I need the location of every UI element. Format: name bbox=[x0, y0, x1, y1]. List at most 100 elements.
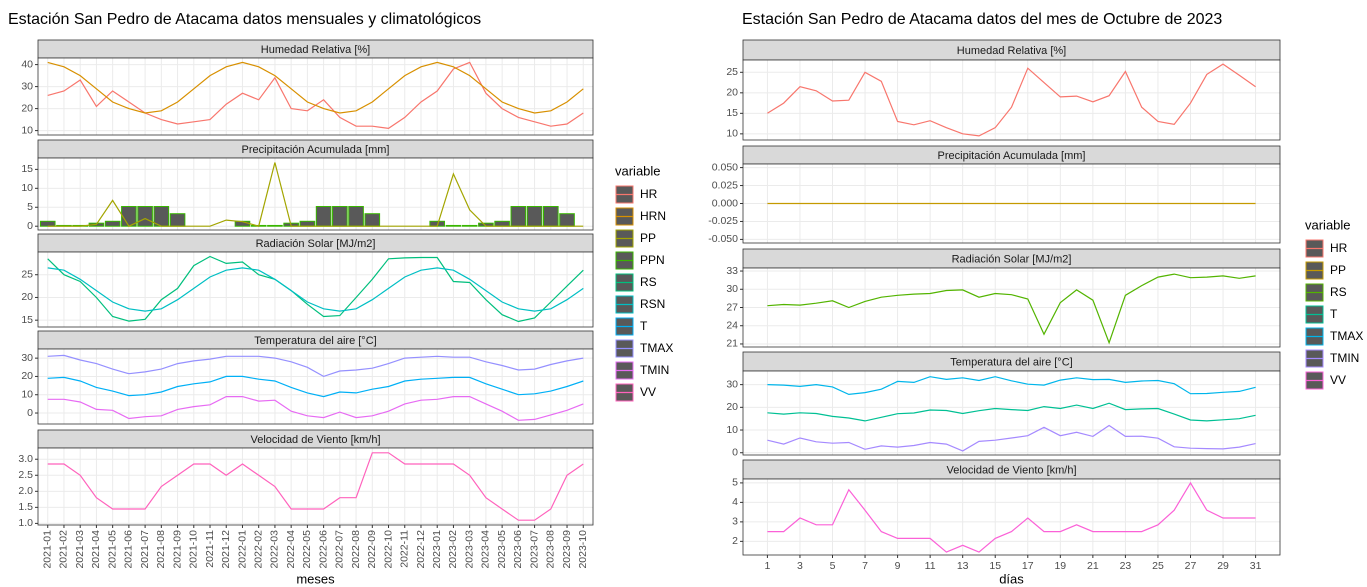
bar bbox=[543, 206, 559, 227]
y-tick-label: 40 bbox=[21, 58, 33, 70]
strip-label: Precipitación Acumulada [mm] bbox=[242, 144, 390, 156]
y-tick-label: 3 bbox=[732, 516, 738, 528]
x-tick-label: 2022-02 bbox=[252, 530, 264, 569]
legend-label: HRN bbox=[640, 209, 666, 223]
legend-label: PP bbox=[1330, 263, 1346, 277]
y-tick-label: 20 bbox=[21, 370, 33, 382]
x-tick-label: 2023-07 bbox=[528, 530, 540, 569]
marks bbox=[767, 376, 1256, 452]
series-line bbox=[47, 61, 584, 114]
x-tick-label: 19 bbox=[1054, 560, 1066, 572]
bar bbox=[559, 213, 575, 227]
y-tick-label: 20 bbox=[726, 401, 738, 413]
x-tick-label: 25 bbox=[1152, 560, 1164, 572]
panel-border bbox=[37, 348, 594, 425]
x-tick-label: 9 bbox=[895, 560, 901, 572]
y-tick-label: -0.025 bbox=[708, 215, 738, 227]
bar bbox=[526, 206, 543, 227]
y-tick-label: 20 bbox=[726, 87, 738, 99]
bar bbox=[299, 220, 316, 227]
legend-label: HR bbox=[1330, 241, 1348, 255]
y-tick-label: 20 bbox=[21, 291, 33, 303]
x-tick-label: 2023-10 bbox=[577, 530, 589, 569]
x-tick-label: 2022-12 bbox=[415, 530, 427, 569]
strip-label: Precipitación Acumulada [mm] bbox=[938, 150, 1086, 162]
y-tick-label: 3.0 bbox=[18, 453, 33, 465]
x-tick-label: 31 bbox=[1250, 560, 1262, 572]
x-tick-label: 2022-06 bbox=[317, 530, 329, 569]
x-tick-label: 2023-03 bbox=[463, 530, 475, 569]
x-tick-label: 27 bbox=[1185, 560, 1197, 572]
panel-bg bbox=[38, 252, 593, 327]
panel-bg bbox=[743, 479, 1280, 555]
y-tick-label: 10 bbox=[726, 424, 738, 436]
x-tick-label: 29 bbox=[1217, 560, 1229, 572]
legend-label: RSN bbox=[640, 297, 665, 311]
strip-label: Radiación Solar [MJ/m2] bbox=[952, 253, 1072, 265]
legend-label: T bbox=[1330, 307, 1338, 321]
marks bbox=[47, 452, 584, 521]
x-tick-label: 2022-07 bbox=[334, 530, 346, 569]
strip-label: Velocidad de Viento [km/h] bbox=[250, 434, 380, 446]
x-tick-label: 2022-11 bbox=[399, 530, 411, 568]
bar bbox=[332, 206, 348, 227]
x-tick-label: 2022-03 bbox=[269, 530, 281, 569]
y-tick-label: 0 bbox=[732, 447, 738, 459]
x-tick-label: 2021-11 bbox=[204, 530, 216, 568]
x-tick-label: 2022-04 bbox=[285, 530, 297, 569]
y-tick-label: 15 bbox=[726, 107, 738, 119]
x-tick-label: 3 bbox=[797, 560, 803, 572]
bar bbox=[364, 213, 381, 227]
y-tick-label: 25 bbox=[726, 66, 738, 78]
y-tick-label: 30 bbox=[21, 352, 33, 364]
strip-label: Humedad Relativa [%] bbox=[957, 45, 1066, 57]
y-tick-label: 1.0 bbox=[18, 517, 33, 529]
strip-label: Temperatura del aire [°C] bbox=[950, 356, 1072, 368]
bar bbox=[461, 224, 478, 227]
marks bbox=[47, 255, 584, 323]
bar bbox=[39, 220, 56, 227]
bar bbox=[104, 220, 121, 227]
x-tick-label: 5 bbox=[830, 560, 836, 572]
strip-label: Humedad Relativa [%] bbox=[261, 44, 370, 56]
x-tick-label: 2023-06 bbox=[512, 530, 524, 569]
chart-title: Estación San Pedro de Atacama datos mens… bbox=[8, 11, 481, 28]
strip-label: Velocidad de Viento [km/h] bbox=[946, 464, 1076, 476]
panel-border bbox=[37, 157, 594, 231]
series-line bbox=[767, 402, 1256, 422]
x-tick-label: 2022-09 bbox=[366, 530, 378, 569]
x-tick-label: 2022-08 bbox=[350, 530, 362, 569]
y-tick-label: 0 bbox=[27, 220, 33, 232]
panel-border bbox=[742, 370, 1281, 456]
bar bbox=[494, 220, 510, 227]
bar bbox=[169, 213, 186, 227]
chart-title: Estación San Pedro de Atacama datos del … bbox=[742, 11, 1222, 28]
series-line bbox=[47, 267, 584, 312]
y-tick-label: 25 bbox=[21, 269, 33, 281]
series-line bbox=[767, 273, 1256, 345]
panel-border bbox=[37, 447, 594, 526]
series-line bbox=[47, 375, 584, 398]
y-tick-label: 2.0 bbox=[18, 485, 33, 497]
x-tick-label: 2021-12 bbox=[220, 530, 232, 569]
x-tick-label: 13 bbox=[957, 560, 969, 572]
y-tick-label: 24 bbox=[726, 320, 738, 332]
y-tick-label: 5 bbox=[732, 477, 738, 489]
series-line bbox=[47, 162, 584, 227]
series-line bbox=[767, 481, 1256, 553]
bar bbox=[267, 224, 283, 227]
legend-title: variable bbox=[1305, 217, 1351, 232]
y-tick-label: 15 bbox=[21, 314, 33, 326]
x-tick-label: 2021-05 bbox=[106, 530, 118, 569]
legend-title: variable bbox=[615, 163, 661, 178]
legend-label: HR bbox=[640, 187, 658, 201]
x-tick-label: 2022-10 bbox=[382, 530, 394, 569]
series-line bbox=[47, 452, 584, 521]
x-tick-label: 2022-01 bbox=[236, 530, 248, 569]
x-tick-label: 2023-05 bbox=[496, 530, 508, 569]
panel-border bbox=[37, 57, 594, 136]
legend-label: RS bbox=[640, 275, 657, 289]
legend-label: RS bbox=[1330, 285, 1347, 299]
bar bbox=[510, 206, 527, 227]
